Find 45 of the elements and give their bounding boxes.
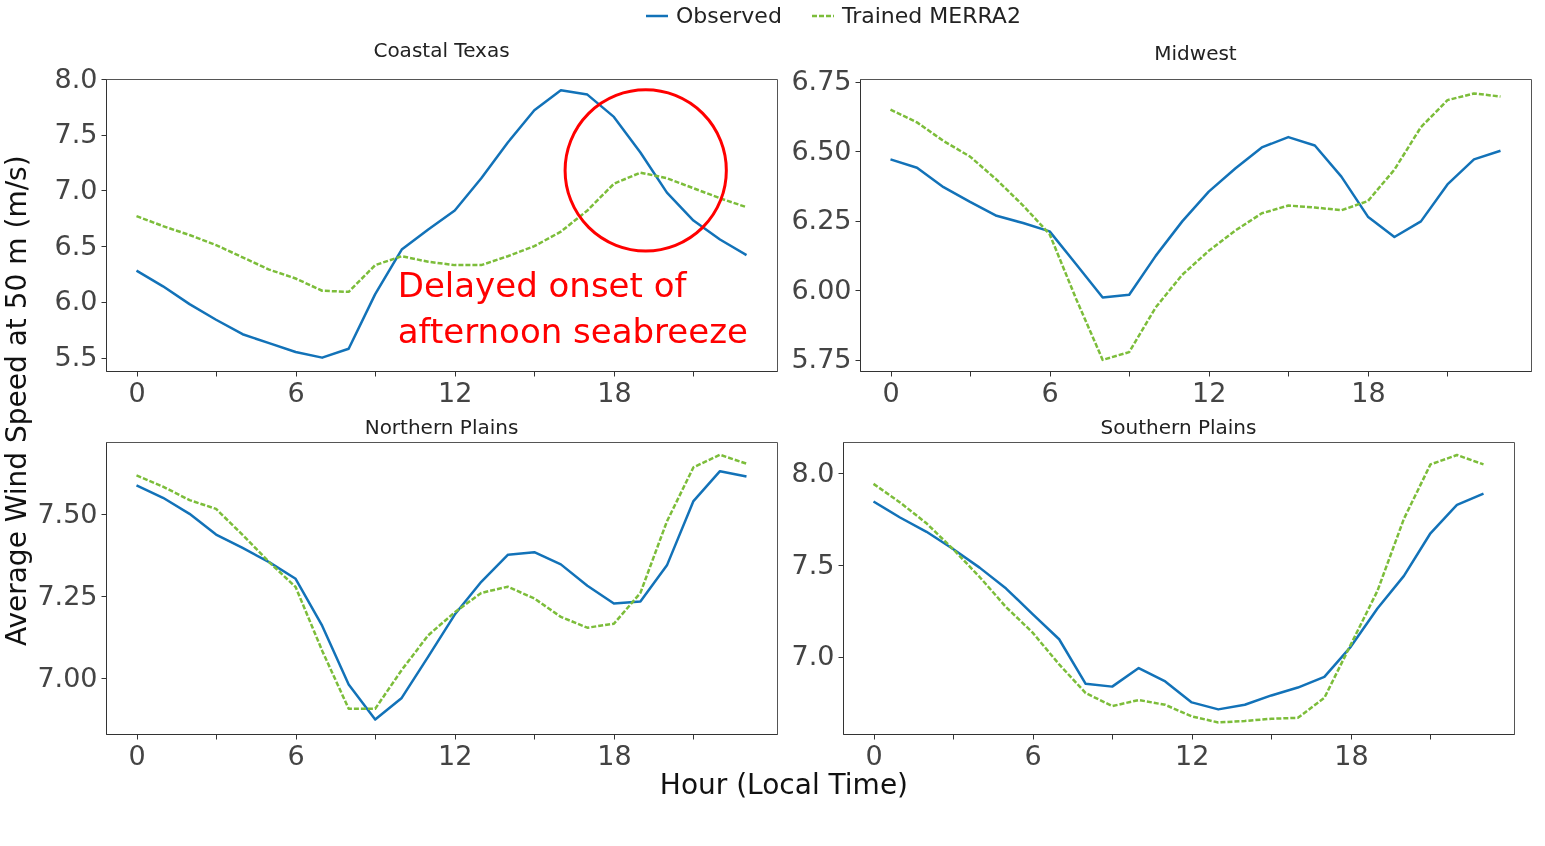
x-tick-label: 0	[128, 739, 146, 771]
x-tick-label: 18	[597, 739, 632, 771]
y-axis-title: Average Wind Speed at 50 m (m/s)	[0, 155, 34, 647]
x-tick-label: 12	[438, 376, 473, 408]
chart-title: Northern Plains	[364, 415, 519, 439]
y-tick-label: 7.25	[37, 579, 98, 611]
y-tick-label: 7.00	[37, 661, 98, 693]
y-tick-label: 5.75	[791, 343, 852, 375]
x-tick-label: 6	[287, 739, 305, 771]
x-tick-label: 6	[287, 376, 305, 408]
x-tick-label: 0	[882, 376, 900, 408]
line-series	[889, 135, 1502, 299]
y-tick-label: 6.0	[54, 285, 98, 317]
legend-label: Observed	[676, 3, 782, 28]
x-tick-label: 12	[1175, 739, 1210, 771]
y-tick-label: 6.75	[791, 65, 852, 97]
y-tick-label: 8.0	[791, 456, 835, 488]
x-tick-label: 18	[1351, 376, 1386, 408]
y-tick-label: 6.25	[791, 204, 852, 236]
y-tick-label: 6.50	[791, 134, 852, 166]
x-tick-label: 12	[438, 739, 473, 771]
y-tick-label: 6.00	[791, 273, 852, 305]
chart-title: Coastal Texas	[373, 38, 510, 62]
y-tick-label: 7.50	[37, 497, 98, 529]
legend-label: Trained MERRA2	[841, 3, 1021, 28]
y-tick-label: 7.0	[54, 173, 98, 205]
annotation: Delayed onset of afternoon seabreeze	[397, 265, 748, 352]
line-series	[135, 88, 748, 359]
line-series	[889, 92, 1502, 362]
y-tick-label: 7.0	[791, 640, 835, 672]
y-tick-label: 6.5	[54, 229, 98, 261]
x-tick-label: 18	[1334, 739, 1369, 771]
x-tick-label: 6	[1041, 376, 1059, 408]
y-tick-label: 5.5	[54, 341, 98, 373]
x-tick-label: 0	[128, 376, 146, 408]
y-tick-label: 8.0	[54, 62, 98, 94]
line-series	[872, 453, 1485, 724]
chart-title: Midwest	[1154, 40, 1237, 65]
x-tick-label: 18	[597, 376, 632, 408]
line-series	[872, 492, 1485, 711]
y-tick-label: 7.5	[791, 548, 835, 580]
chart-title: Southern Plains	[1100, 415, 1257, 439]
y-tick-label: 7.5	[54, 118, 98, 150]
x-tick-label: 12	[1192, 376, 1227, 408]
x-tick-label: 6	[1024, 739, 1042, 771]
